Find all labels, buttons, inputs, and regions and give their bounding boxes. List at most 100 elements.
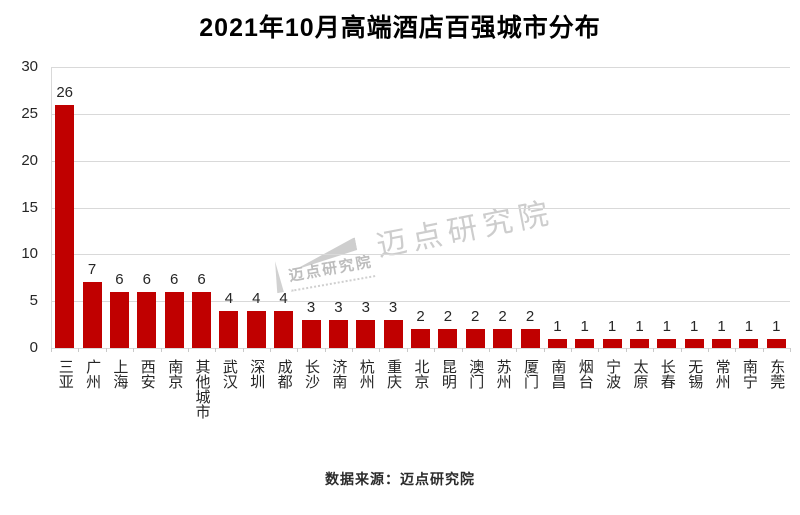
x-axis-tick xyxy=(297,348,299,352)
x-axis-label: 常州 xyxy=(713,359,731,389)
bar-value-label: 1 xyxy=(717,317,726,335)
bar-value-label: 6 xyxy=(197,270,206,288)
bar-value-label: 3 xyxy=(361,298,370,316)
bar-value-label: 26 xyxy=(56,83,74,101)
bar xyxy=(383,319,403,348)
gridline xyxy=(51,301,790,303)
x-axis-label: 武汉 xyxy=(220,359,238,389)
bar-value-label: 1 xyxy=(607,317,617,335)
gridline xyxy=(51,160,790,162)
bar xyxy=(630,338,649,348)
bar-value-label: 2 xyxy=(525,308,535,326)
x-axis-tick xyxy=(352,348,354,352)
x-axis-label: 无锡 xyxy=(686,359,704,389)
bar xyxy=(766,338,786,348)
x-axis-tick xyxy=(133,348,135,352)
bar xyxy=(82,282,102,348)
bar-value-label: 1 xyxy=(772,317,781,335)
x-axis-label: 其他城市 xyxy=(193,359,211,419)
x-axis-tick xyxy=(51,348,52,352)
bar-value-label: 2 xyxy=(443,308,453,326)
x-axis-label: 苏州 xyxy=(494,359,512,389)
x-axis-tick xyxy=(461,348,463,352)
x-axis-tick xyxy=(625,348,627,352)
bar-value-label: 3 xyxy=(388,298,398,316)
y-axis-tick-label: 25 xyxy=(21,104,38,122)
gridline xyxy=(51,67,790,68)
x-axis-tick xyxy=(790,348,791,352)
x-axis-label: 东莞 xyxy=(768,359,786,389)
x-axis-tick xyxy=(653,348,655,352)
y-axis-tick-label: 15 xyxy=(21,198,38,216)
x-axis-tick xyxy=(598,348,600,352)
y-axis-line xyxy=(51,67,52,348)
bar xyxy=(739,338,759,348)
data-source-note: 数据来源：迈点研究院 xyxy=(325,471,475,487)
bar-value-label: 1 xyxy=(635,317,644,335)
x-axis-tick xyxy=(379,348,381,352)
bar-value-label: 4 xyxy=(224,289,234,307)
bar-value-label: 2 xyxy=(416,308,425,326)
bar xyxy=(109,291,129,348)
bar xyxy=(301,319,321,348)
x-axis-tick xyxy=(406,348,408,352)
x-axis-tick xyxy=(735,348,737,352)
x-axis-tick xyxy=(242,348,244,352)
bar xyxy=(547,338,567,348)
x-axis-tick xyxy=(270,348,271,352)
watermark-large: 迈点研究院 xyxy=(288,188,558,282)
x-axis-label: 长春 xyxy=(658,359,676,389)
bar-value-label: 1 xyxy=(662,317,671,335)
bar xyxy=(520,329,540,348)
x-axis-label: 昆明 xyxy=(439,359,457,389)
bar-value-label: 6 xyxy=(142,270,151,288)
bar xyxy=(192,291,211,348)
x-axis-tick xyxy=(488,348,490,352)
x-axis-tick xyxy=(680,348,682,352)
watermark-small: 迈点研究院 xyxy=(269,245,376,295)
y-axis-tick-label: 5 xyxy=(29,292,38,310)
gridline xyxy=(51,207,790,209)
y-axis-tick-label: 20 xyxy=(21,151,38,169)
x-axis-label: 成都 xyxy=(275,359,293,389)
bar xyxy=(328,319,348,348)
x-axis-label: 重庆 xyxy=(385,359,403,389)
bar xyxy=(712,338,732,348)
bar-value-label: 6 xyxy=(115,270,124,288)
bar-value-label: 7 xyxy=(87,261,97,279)
watermark-small-text: 迈点研究院 xyxy=(286,250,376,292)
bar-value-label: 4 xyxy=(279,289,288,307)
y-axis-tick-label: 0 xyxy=(29,339,38,356)
bar xyxy=(493,329,513,348)
bar xyxy=(602,338,622,348)
x-axis-label: 三亚 xyxy=(56,359,74,389)
x-axis-tick xyxy=(762,348,764,352)
x-axis-label: 宁波 xyxy=(604,359,622,389)
y-axis-tick-label: 10 xyxy=(21,245,38,263)
x-axis-tick xyxy=(324,348,326,352)
bar-value-label: 1 xyxy=(580,317,589,335)
bar xyxy=(55,104,75,348)
x-axis-label: 南宁 xyxy=(740,359,758,389)
x-axis-tick xyxy=(516,348,518,352)
bar-value-label: 2 xyxy=(471,308,480,326)
bar xyxy=(411,329,430,348)
x-axis-tick xyxy=(707,348,709,352)
bar-value-label: 1 xyxy=(744,317,754,335)
chart-title: 2021年10月高端酒店百强城市分布 xyxy=(199,14,601,42)
bar-value-label: 3 xyxy=(306,298,316,316)
x-axis-label: 上海 xyxy=(111,359,129,389)
x-axis-label: 烟台 xyxy=(576,359,594,389)
x-axis-tick xyxy=(160,348,162,352)
x-axis-label: 南昌 xyxy=(549,359,567,389)
x-axis-tick xyxy=(187,348,189,352)
bar xyxy=(164,291,184,348)
bar xyxy=(575,338,595,348)
bar xyxy=(356,319,376,348)
x-axis-tick xyxy=(78,348,80,352)
bar-value-label: 4 xyxy=(252,289,261,307)
bar xyxy=(438,329,458,348)
bar-value-label: 2 xyxy=(498,308,507,326)
x-axis-label: 北京 xyxy=(412,359,430,389)
